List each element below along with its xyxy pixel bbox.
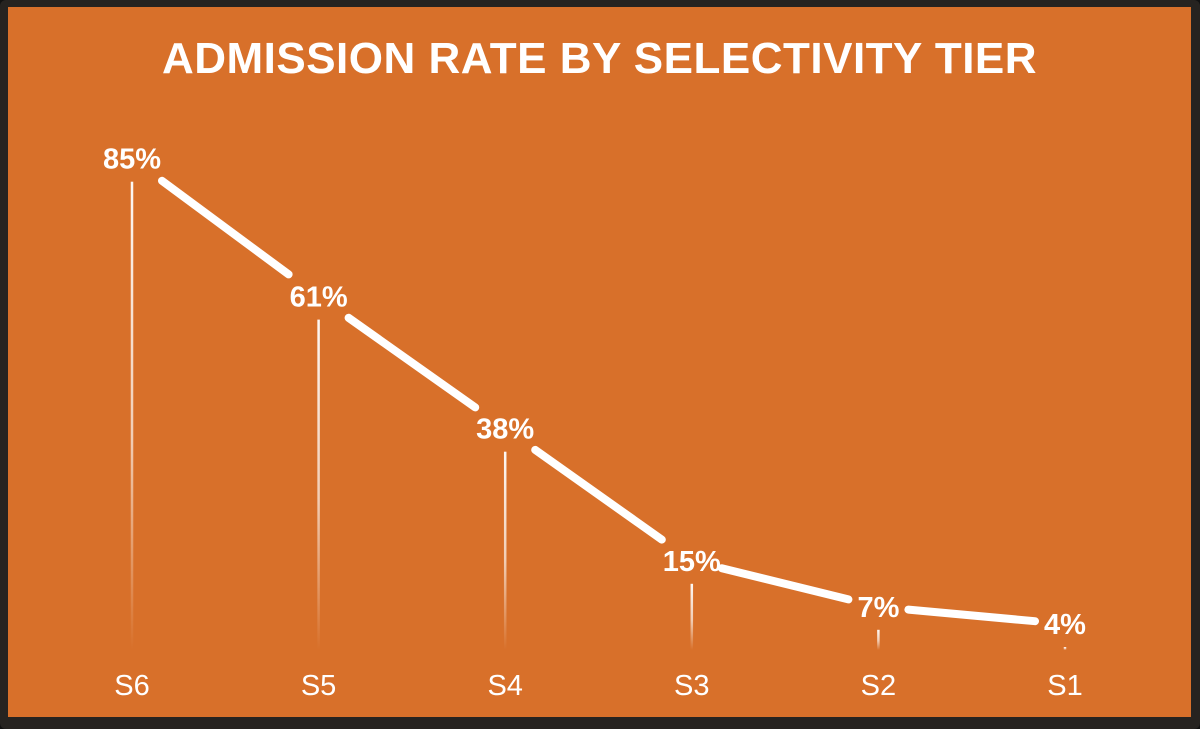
drop-line — [690, 583, 694, 650]
drop-line — [317, 319, 320, 650]
data-label: 7% — [857, 592, 899, 624]
admission-rate-line-chart: 85% S6 61% S5 38% S4 15% S3 7% S2 4% S1 — [103, 144, 1086, 702]
chart-title: ADMISSION RATE BY SELECTIVITY TIER — [161, 34, 1038, 83]
data-label: 85% — [103, 144, 161, 176]
x-axis-label: S6 — [114, 670, 149, 702]
data-label: 38% — [476, 414, 534, 446]
line-segment — [904, 605, 1039, 626]
x-axis-label: S3 — [674, 670, 709, 702]
drop-line — [130, 181, 134, 650]
x-axis-label: S4 — [487, 670, 522, 702]
x-axis-label: S2 — [861, 670, 896, 702]
drop-line — [503, 451, 507, 650]
data-label: 15% — [663, 546, 721, 578]
line-segment — [717, 564, 853, 604]
drop-line — [877, 629, 880, 650]
line-segment — [158, 176, 293, 279]
line-segment — [344, 313, 480, 412]
line-segment — [531, 445, 666, 544]
x-axis-label: S5 — [301, 670, 336, 702]
x-axis-label: S1 — [1047, 670, 1082, 702]
drop-line — [1063, 647, 1067, 650]
data-label: 4% — [1044, 609, 1086, 641]
data-label: 61% — [290, 282, 348, 314]
